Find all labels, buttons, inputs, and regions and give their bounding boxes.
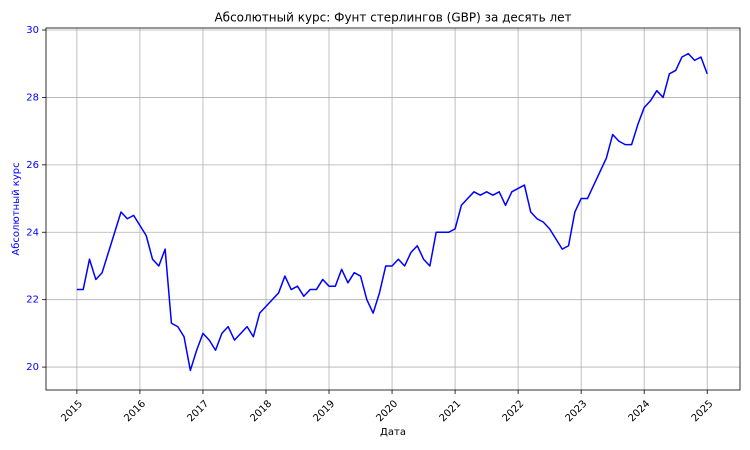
x-tick-label: 2017 xyxy=(185,398,211,424)
x-tick-label: 2018 xyxy=(248,398,274,424)
x-tick-label: 2021 xyxy=(438,398,464,424)
x-axis-label: Дата xyxy=(380,427,406,438)
plot-frame xyxy=(45,27,741,391)
x-tick-label: 2024 xyxy=(627,398,653,424)
y-tick-label: 22 xyxy=(26,295,39,306)
x-tick-label: 2019 xyxy=(311,398,337,424)
data-line xyxy=(76,52,708,372)
x-tick-label: 2023 xyxy=(564,398,590,424)
y-tick-label: 26 xyxy=(26,160,39,171)
x-tick-label: 2022 xyxy=(501,398,527,424)
x-tick-label: 2016 xyxy=(122,398,148,424)
y-tick-label: 28 xyxy=(26,92,39,103)
x-tick-label: 2020 xyxy=(375,398,401,424)
x-tick-label: 2025 xyxy=(690,398,716,424)
y-tick-label: 30 xyxy=(26,25,39,36)
y-tick-label: 24 xyxy=(26,227,39,238)
chart-title: Абсолютный курс: Фунт стерлингов (GBP) з… xyxy=(214,11,571,25)
x-tick-label: 2015 xyxy=(59,398,85,424)
y-tick-label: 20 xyxy=(26,362,39,373)
y-axis-label: Абсолютный курс xyxy=(11,162,22,255)
